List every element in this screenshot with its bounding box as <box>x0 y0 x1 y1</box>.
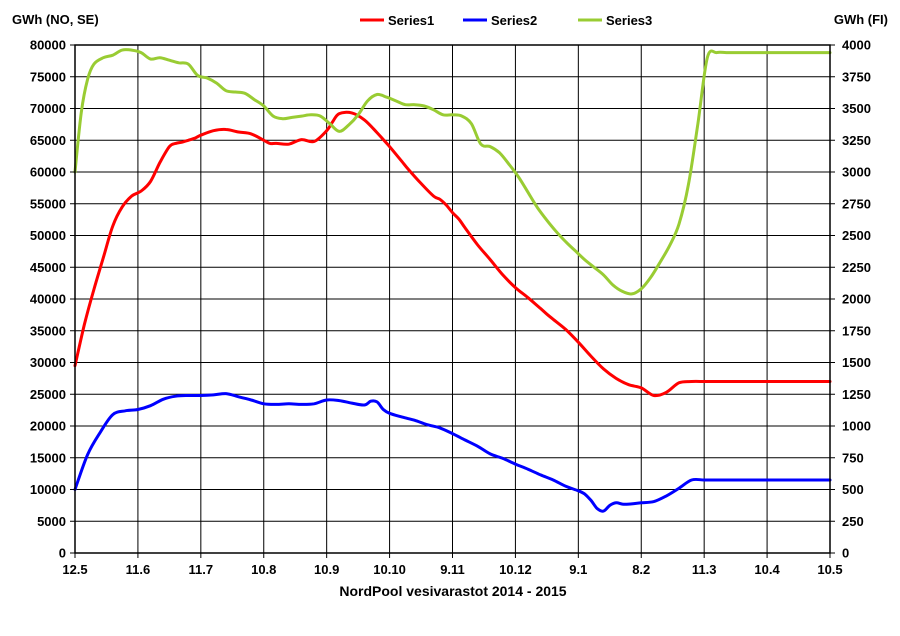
x-tick-label: 10.8 <box>251 562 276 577</box>
y-tick-label-right: 750 <box>842 450 864 465</box>
y-tick-label-right: 3750 <box>842 69 871 84</box>
x-tick-label: 11.3 <box>692 562 717 577</box>
y-tick-label-right: 2000 <box>842 292 871 307</box>
y-tick-label-left: 70000 <box>30 101 66 116</box>
y-axis-left-title: GWh (NO, SE) <box>12 12 99 27</box>
y-axis-right: 0 250 500 750 1000 1250 1500 1750 2000 2250 2500 27… <box>830 38 871 561</box>
series-line-2 <box>73 392 832 513</box>
y-tick-label-left: 10000 <box>30 482 66 497</box>
legend-item-1: Series1 <box>360 13 434 28</box>
legend-label: Series3 <box>606 13 652 28</box>
x-tick-label: 8.2 <box>632 562 650 577</box>
y-tick-label-left: 25000 <box>30 387 66 402</box>
y-tick-label-right: 1500 <box>842 355 871 370</box>
series-layer <box>73 48 832 513</box>
y-tick-label-left: 50000 <box>30 228 66 243</box>
y-tick-label-right: 2750 <box>842 196 871 211</box>
y-tick-label-left: 65000 <box>30 133 66 148</box>
y-tick-label-left: 60000 <box>30 165 66 180</box>
y-tick-label-right: 2500 <box>842 228 871 243</box>
legend-item-3: Series3 <box>578 13 652 28</box>
y-tick-label-right: 0 <box>842 546 849 561</box>
x-tick-label: 10.5 <box>817 562 842 577</box>
grid <box>75 45 830 553</box>
y-tick-label-right: 4000 <box>842 38 871 53</box>
y-tick-label-left: 80000 <box>30 38 66 53</box>
x-tick-label: 9.1 <box>569 562 587 577</box>
x-tick-label: 11.6 <box>126 562 151 577</box>
y-tick-label-left: 20000 <box>30 419 66 434</box>
y-tick-label-left: 55000 <box>30 196 66 211</box>
legend-item-2: Series2 <box>463 13 537 28</box>
x-axis: 12.5 11.6 11.7 10.8 10.9 10.10 9.11 10.12 9.1 8.2… <box>62 553 843 577</box>
x-tick-label: 10.9 <box>314 562 339 577</box>
y-tick-label-left: 15000 <box>30 450 66 465</box>
series-line-1 <box>73 110 832 398</box>
x-tick-label: 10.12 <box>499 562 532 577</box>
y-tick-label-right: 1250 <box>842 387 871 402</box>
y-tick-label-left: 45000 <box>30 260 66 275</box>
series-line-3 <box>73 48 832 296</box>
y-axis-right-title: GWh (FI) <box>834 12 888 27</box>
y-tick-label-right: 2250 <box>842 260 871 275</box>
legend: Series1 Series2 Series3 <box>360 13 652 28</box>
legend-label: Series2 <box>491 13 537 28</box>
y-tick-label-left: 35000 <box>30 323 66 338</box>
x-tick-label: 11.7 <box>189 562 214 577</box>
x-tick-label: 10.4 <box>754 562 780 577</box>
y-tick-label-right: 3000 <box>842 165 871 180</box>
x-tick-label: 10.10 <box>373 562 406 577</box>
y-tick-label-right: 500 <box>842 482 864 497</box>
y-axis-left: 0 5000 10000 15000 20000 25000 30000 35000 40000… <box>30 38 75 561</box>
x-tick-label: 9.11 <box>440 562 465 577</box>
y-tick-label-right: 1000 <box>842 419 871 434</box>
legend-label: Series1 <box>388 13 434 28</box>
y-tick-label-left: 0 <box>59 546 66 561</box>
y-tick-label-right: 1750 <box>842 323 871 338</box>
y-tick-label-left: 5000 <box>37 514 66 529</box>
y-tick-label-right: 3250 <box>842 133 871 148</box>
y-tick-label-right: 250 <box>842 514 864 529</box>
x-axis-title: NordPool vesivarastot 2014 - 2015 <box>339 583 566 599</box>
y-tick-label-right: 3500 <box>842 101 871 116</box>
x-tick-label: 12.5 <box>62 562 87 577</box>
y-tick-label-left: 30000 <box>30 355 66 370</box>
y-tick-label-left: 40000 <box>30 292 66 307</box>
y-tick-label-left: 75000 <box>30 69 66 84</box>
